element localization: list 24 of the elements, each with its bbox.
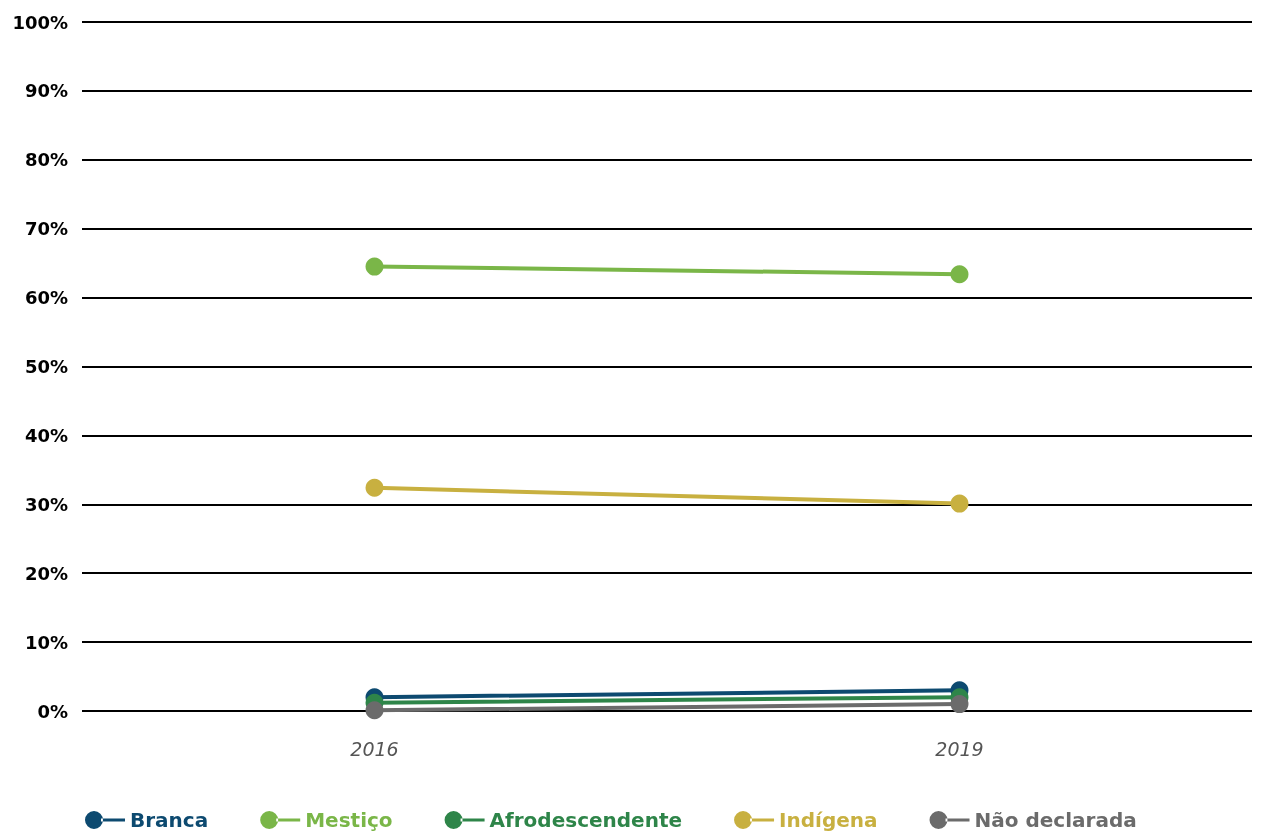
y-tick-label: 40% <box>24 424 68 446</box>
y-tick-label: 30% <box>24 493 68 515</box>
y-tick-label: 100% <box>12 11 68 33</box>
point <box>365 478 384 497</box>
legend-label: Indígena <box>779 808 878 832</box>
y-tick-label: 20% <box>24 562 68 584</box>
y-tick-label: 90% <box>24 80 68 102</box>
y-tick-label: 70% <box>24 218 68 240</box>
legend-label: Branca <box>130 808 209 832</box>
x-tick-label: 2016 <box>350 737 399 760</box>
legend-label: Mestiço <box>305 808 393 832</box>
legend-label: Afrodescendente <box>489 808 683 832</box>
y-tick-label: 50% <box>24 356 68 377</box>
point <box>950 494 969 513</box>
y-tick-label: 80% <box>24 149 68 171</box>
y-tick-label: 10% <box>24 631 68 653</box>
y-tick-label: 60% <box>24 287 68 309</box>
point <box>365 701 384 720</box>
point <box>950 695 969 714</box>
x-tick-label: 2019 <box>935 737 984 760</box>
legend-label: Não declarada <box>974 808 1137 832</box>
y-tick-label: 0% <box>37 700 68 722</box>
point <box>950 265 969 284</box>
point <box>365 257 384 276</box>
